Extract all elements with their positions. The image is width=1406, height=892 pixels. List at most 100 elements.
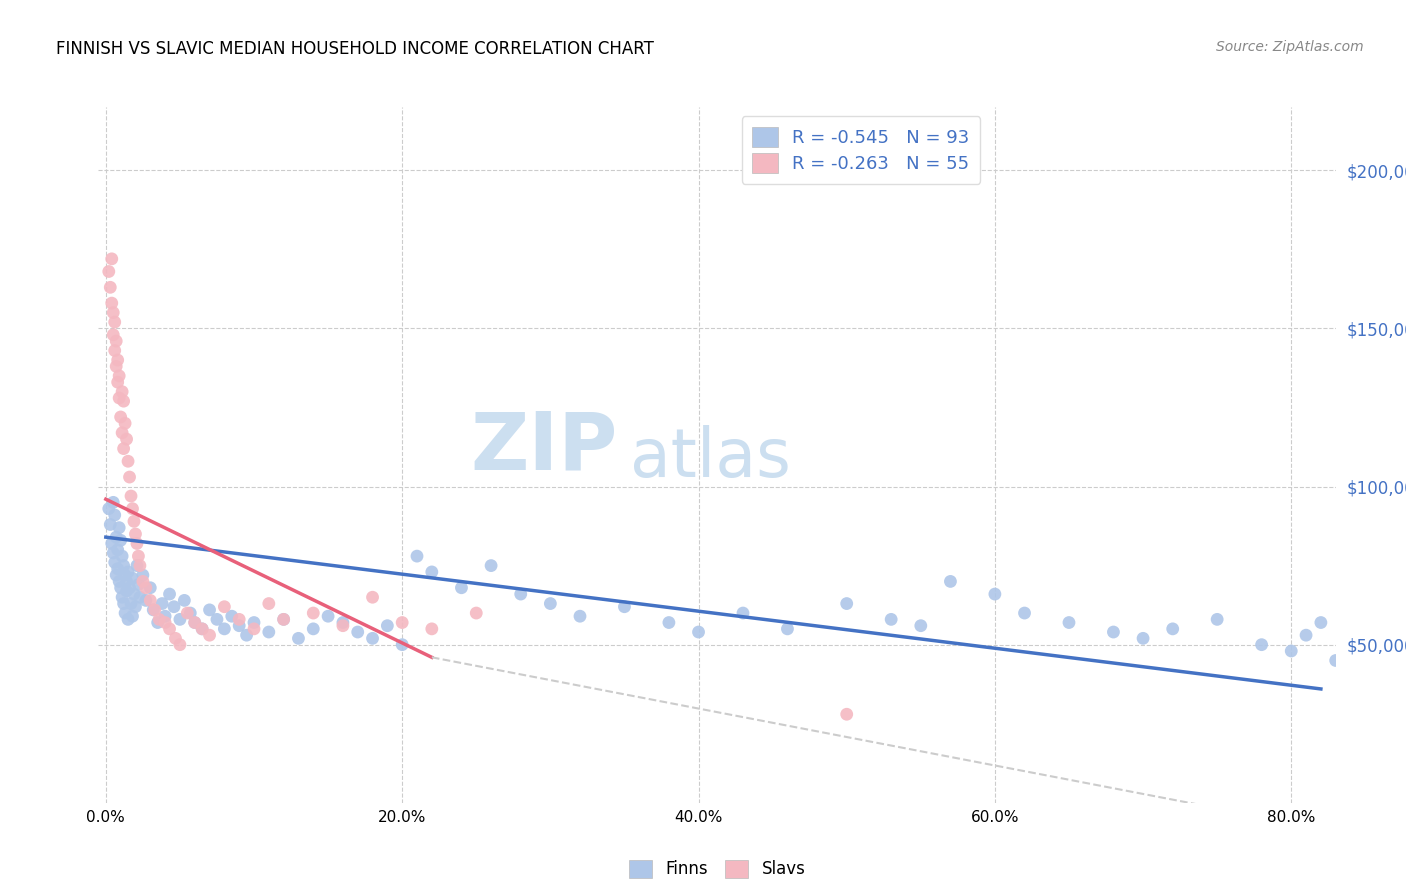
Point bbox=[121, 571, 143, 585]
Point bbox=[100, 536, 122, 550]
Point bbox=[107, 375, 129, 389]
Point bbox=[108, 368, 131, 383]
Point bbox=[184, 615, 207, 630]
Point bbox=[110, 409, 132, 424]
Point bbox=[112, 394, 135, 409]
Point bbox=[104, 343, 127, 358]
Point bbox=[146, 615, 169, 630]
Point bbox=[835, 597, 858, 611]
Point bbox=[121, 609, 143, 624]
Point bbox=[731, 606, 754, 620]
Point bbox=[122, 587, 145, 601]
Point bbox=[1295, 628, 1317, 642]
Point bbox=[112, 558, 135, 573]
Point bbox=[107, 542, 129, 557]
Point bbox=[198, 603, 221, 617]
Point bbox=[776, 622, 799, 636]
Legend: Finns, Slavs: Finns, Slavs bbox=[621, 853, 813, 885]
Point bbox=[176, 606, 198, 620]
Point bbox=[159, 622, 181, 636]
Point bbox=[332, 618, 354, 632]
Point bbox=[114, 568, 136, 582]
Point bbox=[420, 565, 443, 579]
Point bbox=[688, 625, 710, 640]
Point bbox=[127, 549, 149, 563]
Point bbox=[129, 591, 152, 605]
Point bbox=[98, 517, 121, 532]
Point bbox=[316, 609, 339, 624]
Point bbox=[105, 334, 128, 348]
Point bbox=[273, 612, 295, 626]
Point bbox=[420, 622, 443, 636]
Point bbox=[228, 612, 250, 626]
Point bbox=[169, 638, 191, 652]
Point bbox=[153, 615, 176, 630]
Point bbox=[1279, 644, 1302, 658]
Point bbox=[108, 574, 131, 589]
Point bbox=[221, 609, 243, 624]
Point bbox=[1250, 638, 1272, 652]
Point bbox=[406, 549, 429, 563]
Point bbox=[150, 597, 173, 611]
Point bbox=[129, 558, 152, 573]
Point bbox=[97, 501, 120, 516]
Point bbox=[613, 599, 636, 614]
Point bbox=[569, 609, 592, 624]
Point bbox=[1102, 625, 1125, 640]
Point bbox=[273, 612, 295, 626]
Point bbox=[191, 622, 214, 636]
Point bbox=[479, 558, 502, 573]
Point bbox=[302, 622, 325, 636]
Point bbox=[124, 599, 146, 614]
Point bbox=[880, 612, 903, 626]
Point bbox=[112, 597, 135, 611]
Point bbox=[100, 296, 122, 310]
Point bbox=[108, 391, 131, 405]
Point bbox=[139, 581, 162, 595]
Point bbox=[191, 622, 214, 636]
Point bbox=[257, 597, 280, 611]
Point bbox=[103, 546, 125, 560]
Point bbox=[1206, 612, 1229, 626]
Point bbox=[984, 587, 1007, 601]
Point bbox=[361, 632, 384, 646]
Point bbox=[127, 577, 149, 591]
Point bbox=[243, 622, 266, 636]
Point bbox=[173, 593, 195, 607]
Point bbox=[118, 581, 141, 595]
Point bbox=[163, 599, 186, 614]
Point bbox=[100, 252, 122, 266]
Point bbox=[1057, 615, 1080, 630]
Point bbox=[159, 587, 181, 601]
Point bbox=[169, 612, 191, 626]
Point bbox=[105, 530, 128, 544]
Point bbox=[391, 615, 413, 630]
Point bbox=[332, 615, 354, 630]
Point bbox=[450, 581, 472, 595]
Point bbox=[214, 622, 236, 636]
Point bbox=[104, 315, 127, 329]
Point bbox=[125, 558, 148, 573]
Point bbox=[110, 533, 132, 548]
Point bbox=[658, 615, 681, 630]
Point bbox=[148, 612, 170, 626]
Point bbox=[103, 327, 125, 342]
Point bbox=[124, 527, 146, 541]
Point bbox=[108, 521, 131, 535]
Point bbox=[287, 632, 309, 646]
Point bbox=[121, 501, 143, 516]
Point bbox=[184, 615, 207, 630]
Point bbox=[122, 514, 145, 528]
Point bbox=[179, 606, 201, 620]
Point bbox=[135, 593, 157, 607]
Point bbox=[302, 606, 325, 620]
Point bbox=[835, 707, 858, 722]
Text: FINNISH VS SLAVIC MEDIAN HOUSEHOLD INCOME CORRELATION CHART: FINNISH VS SLAVIC MEDIAN HOUSEHOLD INCOM… bbox=[56, 40, 654, 58]
Point bbox=[111, 549, 134, 563]
Point bbox=[111, 384, 134, 399]
Text: Source: ZipAtlas.com: Source: ZipAtlas.com bbox=[1216, 40, 1364, 54]
Point bbox=[165, 632, 187, 646]
Point bbox=[214, 599, 236, 614]
Point bbox=[377, 618, 399, 632]
Point bbox=[117, 612, 139, 626]
